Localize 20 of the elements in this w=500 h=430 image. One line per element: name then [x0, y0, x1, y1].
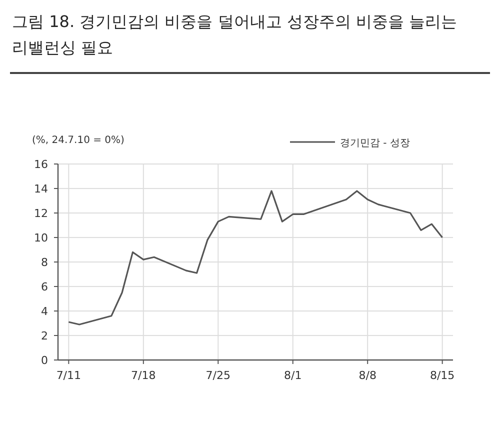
x-tick-label: 8/1 [284, 369, 302, 382]
legend-label: 경기민감 - 성장 [340, 138, 410, 149]
x-tick-label: 8/15 [430, 369, 455, 382]
line-series [68, 190, 444, 326]
x-tick-label: 7/25 [206, 369, 230, 382]
y-tick-label: 4 [41, 305, 48, 318]
y-tick-label: 12 [34, 207, 48, 220]
x-tick-label: 8/8 [358, 369, 376, 382]
y-tick-label: 6 [41, 280, 48, 294]
x-tick-label: 7/18 [131, 369, 156, 382]
legend: 경기민감 - 성장 [290, 138, 410, 149]
y-axis-title: (%, 24.7.10 = 0%) [32, 135, 125, 146]
y-tick-label: 0 [41, 354, 48, 367]
x-tick-label: 7/11 [56, 369, 82, 382]
y-tick-label: 16 [34, 158, 48, 171]
title: 그림 18. 경기민감의 비중을 덜어내고 성장주의 비중을 늘리는 리밸런싱 필요 [12, 12, 458, 57]
y-tick-label: 14 [34, 182, 48, 196]
y-tick-label: 8 [41, 256, 48, 269]
y-tick-label: 2 [41, 330, 48, 342]
y-tick-label: 10 [34, 232, 48, 244]
